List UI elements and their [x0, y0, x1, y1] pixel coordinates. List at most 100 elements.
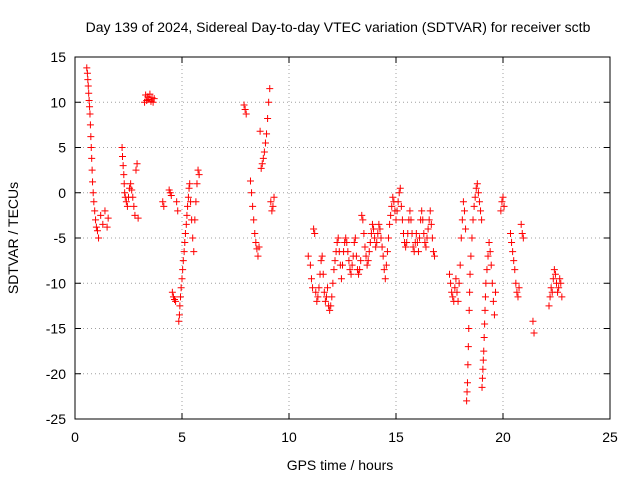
- data-point: [358, 211, 366, 219]
- data-point: [500, 202, 508, 210]
- data-point: [179, 266, 187, 274]
- data-point: [123, 202, 131, 210]
- chart-title: Day 139 of 2024, Sidereal Day-to-day VTE…: [86, 19, 591, 35]
- data-point: [547, 284, 555, 292]
- data-point: [242, 110, 250, 118]
- data-point: [266, 85, 274, 93]
- data-point: [257, 164, 265, 172]
- data-point: [339, 261, 346, 269]
- data-point: [92, 216, 100, 224]
- data-point: [129, 193, 137, 201]
- data-point: [471, 193, 479, 201]
- data-point: [446, 270, 453, 278]
- data-point: [385, 234, 393, 242]
- data-point: [465, 306, 473, 314]
- data-point: [467, 252, 475, 260]
- data-point: [464, 361, 472, 369]
- data-point: [395, 189, 403, 197]
- data-point: [554, 288, 562, 296]
- data-point: [268, 207, 276, 215]
- data-point: [119, 162, 127, 170]
- data-point: [375, 220, 383, 228]
- data-point: [252, 239, 260, 247]
- data-point: [186, 180, 194, 188]
- data-point: [177, 284, 185, 292]
- data-point: [449, 293, 457, 301]
- data-point: [457, 234, 465, 242]
- data-point: [413, 239, 421, 247]
- data-point: [478, 374, 486, 382]
- data-point: [479, 365, 487, 373]
- y-tick-label: -20: [46, 366, 66, 382]
- x-tick-label: 15: [388, 429, 404, 445]
- data-point: [101, 207, 109, 215]
- data-point: [366, 239, 374, 247]
- data-point: [324, 284, 332, 292]
- data-point: [270, 193, 278, 201]
- data-point: [85, 96, 93, 104]
- data-point: [453, 288, 461, 296]
- data-point: [259, 154, 267, 162]
- data-point: [367, 229, 375, 237]
- data-point: [459, 198, 467, 206]
- data-point: [365, 248, 373, 256]
- data-point: [97, 211, 105, 219]
- data-point: [498, 198, 506, 206]
- data-point: [193, 180, 201, 188]
- data-point: [240, 101, 248, 109]
- data-point: [90, 198, 98, 206]
- data-point: [350, 239, 358, 247]
- data-point: [429, 248, 437, 256]
- data-point: [371, 234, 379, 242]
- data-point: [84, 76, 92, 84]
- data-point: [483, 266, 491, 274]
- data-point: [313, 297, 321, 305]
- data-point: [345, 257, 353, 265]
- data-point: [427, 220, 435, 228]
- data-point: [150, 95, 158, 103]
- data-point: [167, 191, 175, 199]
- y-axis-label: SDTVAR / TECUs: [5, 182, 21, 294]
- data-point: [337, 275, 345, 283]
- data-point: [355, 270, 363, 278]
- data-point: [363, 261, 371, 269]
- data-point: [121, 189, 129, 197]
- data-point: [388, 202, 396, 210]
- data-point: [146, 90, 154, 98]
- data-point: [551, 270, 559, 278]
- data-point: [389, 193, 397, 201]
- data-point: [409, 243, 417, 251]
- data-point: [398, 216, 406, 224]
- data-point: [510, 257, 518, 265]
- y-tick-labels: 15 10 5 0 -5 -10 -15 -20 -25: [46, 49, 66, 427]
- data-point: [481, 320, 489, 328]
- data-point: [173, 198, 181, 206]
- data-point: [473, 180, 481, 188]
- data-point: [174, 207, 182, 215]
- data-point: [464, 343, 472, 351]
- data-point: [378, 243, 386, 251]
- data-point: [88, 154, 96, 162]
- data-point: [309, 284, 317, 292]
- data-point: [466, 288, 474, 296]
- data-point: [172, 297, 180, 305]
- data-point: [346, 266, 354, 274]
- data-point: [456, 261, 464, 269]
- data-point: [468, 234, 476, 242]
- data-point: [480, 334, 488, 342]
- data-point: [331, 257, 339, 265]
- data-point: [475, 198, 483, 206]
- data-point: [486, 248, 494, 256]
- data-point: [558, 293, 566, 301]
- data-point: [556, 275, 564, 283]
- data-point: [419, 216, 427, 224]
- data-point: [513, 288, 521, 296]
- data-point: [241, 105, 249, 113]
- data-point: [451, 284, 459, 292]
- data-point: [452, 275, 460, 283]
- data-point: [194, 166, 202, 174]
- data-point: [321, 297, 329, 305]
- data-point: [499, 193, 507, 201]
- data-point: [352, 252, 360, 260]
- data-point: [397, 202, 405, 210]
